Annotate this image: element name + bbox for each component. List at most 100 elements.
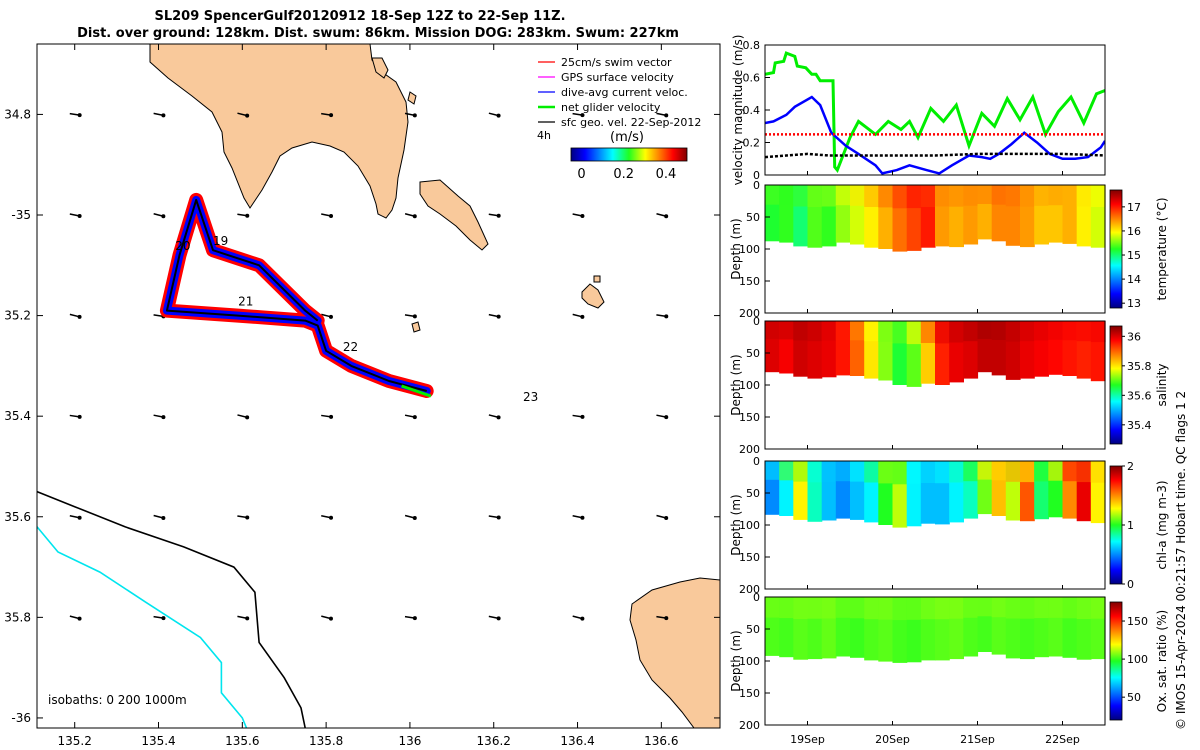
title-line2: Dist. over ground: 128km. Dist. swum: 86… <box>77 26 679 41</box>
section-cell-upper <box>850 185 865 206</box>
section-colorbar-tick-label: 2 <box>1127 460 1134 473</box>
section-cell-upper <box>1034 185 1049 206</box>
geo-arrow-head <box>664 516 669 521</box>
section-colorbar <box>1109 465 1123 585</box>
geo-arrow-head <box>245 515 250 520</box>
geo-arrow-head <box>245 213 250 218</box>
isobath-1000m <box>37 526 248 728</box>
section-cell-upper <box>906 185 922 209</box>
geo-arrow-head <box>412 616 417 621</box>
geo-arrow-head <box>496 213 501 218</box>
section-colorbar <box>1109 189 1123 309</box>
section-cell-upper <box>977 321 993 339</box>
section-colorbar-label: temperature (°C) <box>1155 198 1169 301</box>
geo-arrow-head <box>77 616 82 621</box>
glider-path-line <box>165 198 427 392</box>
land-masses <box>149 44 720 728</box>
section-cell-upper <box>779 597 794 619</box>
section-cell-upper <box>765 185 780 205</box>
geo-arrow-head <box>580 314 585 319</box>
section-cell-upper <box>864 321 879 342</box>
map-y-tick-label: 34.8 <box>4 107 31 121</box>
time-tick-label: 20Sep <box>875 733 910 746</box>
section-y-tick-label: 150 <box>739 411 760 424</box>
section-cell-upper <box>920 461 936 483</box>
section-cell-upper <box>949 597 964 619</box>
map-colorbar-tick-label: 0.2 <box>613 167 634 182</box>
section-cell-upper <box>892 185 908 209</box>
section-colorbar-tick-label: 100 <box>1127 653 1148 666</box>
map-y-tick-label: 35.8 <box>4 610 31 624</box>
section-cell-upper <box>807 461 823 483</box>
velocity-series-line <box>765 152 1105 159</box>
section-cell-upper <box>850 321 865 341</box>
section-cell-upper <box>920 321 936 343</box>
section-cell-upper <box>949 461 964 483</box>
section-cell-upper <box>821 185 837 207</box>
section-cell-upper <box>991 461 1007 481</box>
geo-arrow-head <box>664 113 669 118</box>
geo-arrow-head <box>161 415 166 420</box>
geo-arrow-head <box>161 616 166 621</box>
map-y-tick-label: -36 <box>11 711 31 725</box>
geo-arrow-head <box>496 415 501 420</box>
section-y-tick-label: 150 <box>739 275 760 288</box>
section-y-tick-label: 50 <box>746 487 760 500</box>
land-island-2 <box>371 57 389 79</box>
legend-label: 25cm/s swim vector <box>561 56 672 69</box>
section-cell-upper <box>835 321 851 340</box>
velocity-y-tick-label: 0.8 <box>743 39 761 52</box>
section-cell-upper <box>1048 461 1064 481</box>
section-cell-upper <box>807 597 823 619</box>
section-y-tick-label: 50 <box>746 211 760 224</box>
section-cell-upper <box>935 461 950 484</box>
section-cell-upper <box>1020 321 1035 342</box>
section-colorbar-tick-label: 150 <box>1127 615 1148 628</box>
land-island-5 <box>411 321 421 333</box>
section-cell-upper <box>977 185 993 204</box>
section-y-tick-label: 200 <box>739 307 760 320</box>
section-cell-upper <box>878 185 894 208</box>
section-cell-upper <box>1090 321 1106 343</box>
section-colorbar-tick-label: 14 <box>1127 273 1141 286</box>
section-y-tick-label: 0 <box>753 315 760 328</box>
geo-arrow-head <box>245 616 250 621</box>
section-colorbar-tick-label: 17 <box>1127 201 1141 214</box>
legend-label: GPS surface velocity <box>561 71 674 84</box>
section-colorbar-label: salinity <box>1155 363 1169 406</box>
land-island-7 <box>629 577 720 728</box>
section-cell-upper <box>1076 597 1092 619</box>
geo-arrow-head <box>77 414 82 419</box>
section-cell-upper <box>963 185 979 206</box>
section-y-label: Depth (m) <box>729 354 743 415</box>
geo-arrow-head <box>77 213 82 218</box>
section-cell-upper <box>991 321 1007 340</box>
land-island-3 <box>407 91 417 105</box>
section-y-tick-label: 100 <box>739 519 760 532</box>
map-x-ticks: 135.2 135.4 135.6 135.8 136 136.2 136.4 136.6 <box>58 44 679 748</box>
section-cell-upper <box>821 597 837 619</box>
map-y-ticks: 34.8 -35 35.2 35.4 35.6 35.8 -36 <box>4 107 720 725</box>
section-cell-upper <box>878 461 894 484</box>
footer-credit: © IMOS 15-Apr-2024 00:21:57 Hobart time.… <box>1174 391 1188 730</box>
section-cell-upper <box>1005 321 1021 342</box>
section-cell-upper <box>1048 321 1064 340</box>
map-y-tick-label: 35.2 <box>4 309 31 323</box>
section-cell-upper <box>1062 321 1078 341</box>
section-colorbar-tick-label: 35.8 <box>1127 360 1152 373</box>
geo-arrow-head <box>580 515 585 520</box>
section-cell-upper <box>1020 185 1035 207</box>
geo-arrow-head <box>412 214 417 219</box>
section-cell-upper <box>906 321 922 345</box>
section-cell-upper <box>1076 461 1092 483</box>
section-colorbar-label: Ox. sat. ratio (%) <box>1155 610 1169 712</box>
map-x-tick-label: 136.4 <box>560 734 594 748</box>
section-cell-upper <box>1005 461 1021 482</box>
geo-arrow-head <box>245 113 250 118</box>
velocity-y-tick-label: 0 <box>753 169 760 182</box>
section-cell-upper <box>1076 185 1092 207</box>
geo-arrow-head <box>496 314 501 319</box>
section-y-tick-label: 100 <box>739 243 760 256</box>
section-cell-upper <box>1062 597 1078 619</box>
